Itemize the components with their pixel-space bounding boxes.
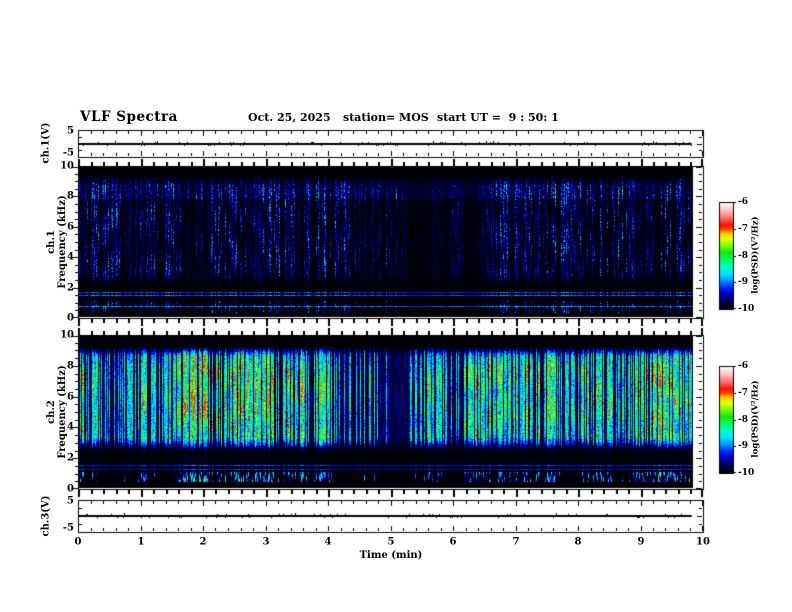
freq-tick-label: 4 — [67, 251, 74, 263]
ch1-volt-tick-label: -5 — [62, 147, 74, 159]
freq-tick-label: 0 — [67, 483, 74, 495]
freq-tick-label: 4 — [67, 421, 74, 433]
colorbar-tick-label: -9 — [738, 441, 748, 451]
figure-title: VLF Spectra — [80, 109, 178, 125]
x-tick-label: 1 — [137, 536, 145, 548]
date-label: Oct. 25, 2025 — [248, 111, 331, 124]
x-tick-label: 0 — [74, 536, 82, 548]
freq-tick-label: 8 — [67, 190, 74, 202]
x-tick-label: 5 — [387, 536, 395, 548]
freq-tick-label: 6 — [67, 391, 74, 403]
freq-tick-label: 8 — [67, 360, 74, 372]
ch3-voltage-axis-label: ch.3(V) — [40, 495, 52, 537]
x-tick-label: 3 — [262, 536, 270, 548]
station-label: station= MOS — [343, 111, 429, 124]
colorbar-tick-label: -6 — [738, 361, 748, 371]
colorbar-tick-label: -8 — [738, 251, 748, 261]
x-tick-label: 10 — [696, 536, 710, 548]
x-tick-label: 6 — [449, 536, 457, 548]
freq-tick-label: 2 — [67, 282, 74, 294]
colorbar-tick-label: -6 — [738, 197, 748, 207]
freq-tick-label: 6 — [67, 221, 74, 233]
x-tick-label: 8 — [574, 536, 582, 548]
ch3-volt-tick-label: 5 — [67, 495, 74, 507]
ch1-volt-tick-label: 5 — [67, 125, 74, 137]
x-tick-label: 4 — [324, 536, 332, 548]
ch2-frequency-axis-label-line1: ch.2 — [46, 400, 57, 424]
colorbar-tick-label: -9 — [738, 277, 748, 287]
colorbar2-psd-label: log(PSD)(V²/Hz) — [750, 380, 761, 458]
ch1-frequency-axis-label: ch.1 Frequency (kHz) — [46, 195, 68, 288]
colorbar1-psd-label: log(PSD)(V²/Hz) — [750, 216, 761, 294]
ch2-frequency-axis-label-line2: Frequency (kHz) — [57, 365, 68, 459]
ch3-volt-tick-label: -5 — [62, 522, 74, 534]
x-tick-label: 2 — [199, 536, 207, 548]
freq-tick-label: 2 — [67, 452, 74, 464]
freq-tick-label: 0 — [67, 312, 74, 324]
colorbar-tick-label: -7 — [738, 224, 748, 234]
freq-tick-label: 10 — [60, 329, 74, 341]
start-ut-label: start UT = 9 : 50: 1 — [437, 111, 559, 124]
ch2-frequency-axis-label: ch.2 Frequency (kHz) — [46, 365, 68, 458]
ch1-frequency-axis-label-line1: ch.1 — [46, 230, 57, 254]
x-tick-label: 7 — [512, 536, 520, 548]
ch1-voltage-axis-label: ch.1(V) — [40, 122, 52, 164]
freq-tick-label: 10 — [60, 160, 74, 172]
time-axis-label: Time (min) — [359, 550, 423, 561]
colorbar-tick-label: -10 — [738, 468, 755, 478]
x-tick-label: 9 — [637, 536, 645, 548]
colorbar-tick-label: -8 — [738, 415, 748, 425]
ch1-frequency-axis-label-line2: Frequency (kHz) — [57, 195, 68, 289]
colorbar-tick-label: -7 — [738, 388, 748, 398]
colorbar-tick-label: -10 — [738, 304, 755, 314]
